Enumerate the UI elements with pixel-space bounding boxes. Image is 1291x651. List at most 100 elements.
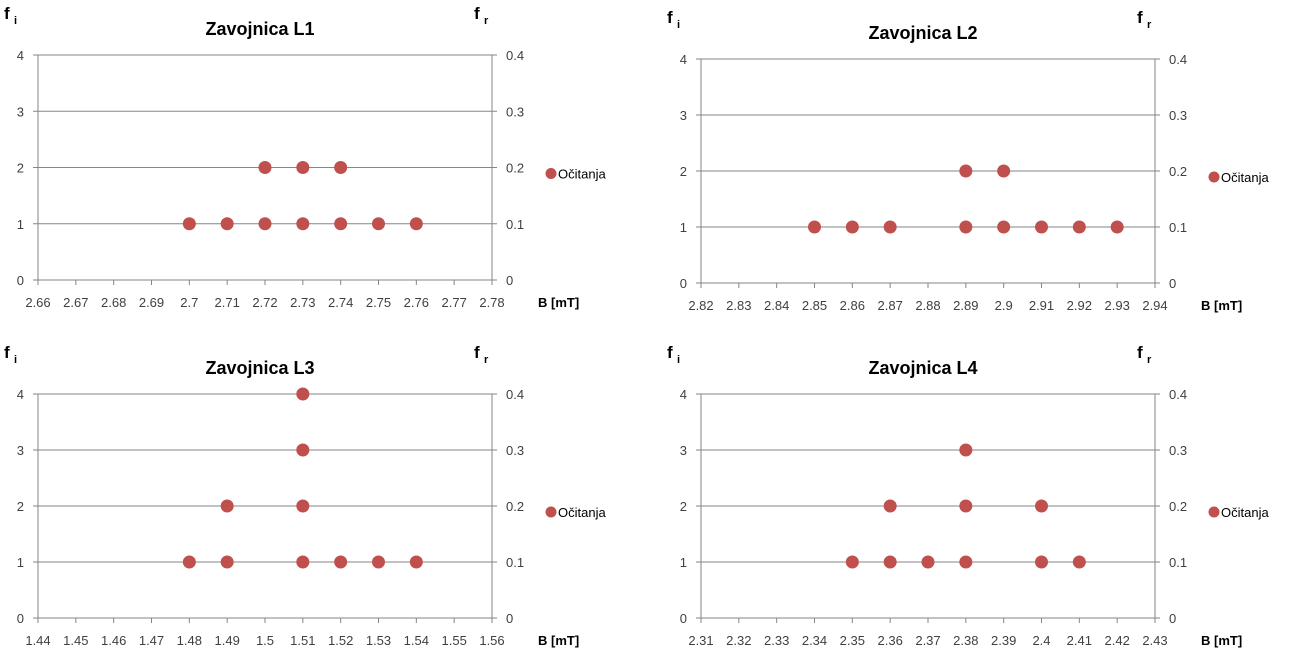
y-tick-label-right: 0.4 [1169, 52, 1187, 67]
data-point [220, 217, 234, 231]
x-tick-label: 2.32 [726, 633, 751, 648]
x-tick-label: 2.89 [953, 298, 978, 313]
data-point [845, 555, 859, 569]
data-point [296, 555, 310, 569]
y-tick-label-left: 2 [17, 161, 24, 176]
x-tick-label: 2.86 [840, 298, 865, 313]
x-tick-label: 1.53 [366, 633, 391, 648]
data-point [997, 164, 1011, 178]
data-point [1035, 220, 1048, 234]
x-tick-label: 2.74 [328, 295, 353, 310]
chart-panel-l4: 0 1 2 3 4 0 0.1 0.2 0.3 0.4 2.31 2.32 2.33 2.34 2.35 2.… [667, 343, 1269, 648]
x-tick-label: 2.83 [726, 298, 751, 313]
legend-label: Očitanja [1221, 170, 1269, 185]
x-tick-label: 1.5 [256, 633, 274, 648]
x-axis-label: B [mT] [1201, 298, 1242, 313]
y-tick-label-right: 0.1 [1169, 220, 1187, 235]
x-axis-label: B [mT] [1201, 633, 1242, 648]
y-axis-label-right: f [1137, 8, 1143, 27]
data-point [182, 217, 196, 231]
data-point [883, 499, 897, 513]
data-point [372, 555, 385, 569]
y-axis-label-right-subscript: r [1147, 19, 1152, 31]
data-point [296, 217, 310, 231]
data-point [959, 443, 973, 457]
y-tick-label-left: 1 [17, 555, 24, 570]
y-tick-label-right: 0.3 [506, 104, 524, 119]
legend-label: Očitanja [1221, 505, 1269, 520]
legend-marker [1208, 171, 1220, 183]
y-axis-label-right: f [474, 4, 480, 23]
y-tick-label-left: 0 [680, 611, 687, 626]
y-tick-label-right: 0.2 [506, 499, 524, 514]
data-point [182, 555, 196, 569]
x-tick-label: 2.34 [802, 633, 827, 648]
x-tick-label: 2.72 [252, 295, 277, 310]
data-point [296, 443, 310, 457]
x-tick-label: 2.73 [290, 295, 315, 310]
y-tick-label-left: 0 [680, 276, 687, 291]
y-tick-label-left: 4 [17, 48, 24, 63]
y-tick-label-left: 3 [17, 104, 24, 119]
data-point [409, 555, 423, 569]
data-point [1035, 499, 1048, 513]
x-tick-label: 1.47 [139, 633, 164, 648]
y-axis-label-left-subscript: i [677, 354, 680, 366]
x-tick-label: 2.39 [991, 633, 1016, 648]
x-tick-label: 2.82 [688, 298, 713, 313]
y-tick-label-right: 0.1 [506, 217, 524, 232]
data-point [372, 217, 385, 231]
x-axis-label: B [mT] [538, 295, 579, 310]
x-tick-label: 1.44 [25, 633, 50, 648]
x-tick-label: 1.55 [442, 633, 467, 648]
legend-marker [545, 506, 557, 518]
x-tick-label: 2.88 [915, 298, 940, 313]
data-point [959, 220, 973, 234]
data-point [220, 499, 234, 513]
x-tick-label: 2.9 [995, 298, 1013, 313]
data-point [258, 161, 272, 174]
data-point [883, 555, 897, 569]
legend-marker [545, 168, 557, 179]
data-point [921, 555, 935, 569]
y-tick-label-left: 0 [17, 611, 24, 626]
data-point [1072, 220, 1086, 234]
x-tick-label: 2.93 [1105, 298, 1130, 313]
y-tick-label-right: 0.4 [506, 48, 524, 63]
x-tick-label: 2.92 [1067, 298, 1092, 313]
x-tick-label: 1.54 [404, 633, 429, 648]
y-tick-label-left: 4 [680, 387, 687, 402]
x-axis-label: B [mT] [538, 633, 579, 648]
data-point [258, 217, 272, 231]
y-tick-label-left: 2 [680, 164, 687, 179]
x-tick-label: 2.67 [63, 295, 88, 310]
y-tick-label-right: 0.1 [506, 555, 524, 570]
legend-marker [1208, 506, 1220, 518]
x-tick-label: 2.87 [878, 298, 903, 313]
data-point [334, 217, 348, 231]
chart-panel-l1: 0 1 2 3 4 0 0.1 0.2 0.3 0.4 2.66 2.67 2.68 2.69 2.7 2.7… [4, 4, 606, 310]
y-tick-label-left: 3 [680, 108, 687, 123]
y-axis-label-right-subscript: r [484, 354, 489, 366]
y-tick-label-right: 0 [506, 273, 513, 288]
y-tick-label-right: 0.3 [1169, 108, 1187, 123]
x-tick-label: 2.71 [215, 295, 240, 310]
x-tick-label: 2.66 [25, 295, 50, 310]
x-tick-label: 2.31 [688, 633, 713, 648]
x-tick-label: 2.35 [840, 633, 865, 648]
x-tick-label: 1.48 [177, 633, 202, 648]
chart-panel-l3: 0 1 2 3 4 0 0.1 0.2 0.3 0.4 1.44 1.45 1.46 1.47 1.48 1.… [4, 343, 606, 648]
x-tick-label: 2.7 [180, 295, 198, 310]
data-point [1072, 555, 1086, 569]
chart-title: Zavojnica L1 [205, 19, 314, 39]
legend-label: Očitanja [558, 167, 606, 182]
x-tick-label: 1.49 [215, 633, 240, 648]
x-tick-label: 2.38 [953, 633, 978, 648]
y-tick-label-right: 0.3 [506, 443, 524, 458]
y-tick-label-right: 0.3 [1169, 443, 1187, 458]
data-point [808, 220, 821, 234]
x-tick-label: 2.75 [366, 295, 391, 310]
y-tick-label-right: 0.1 [1169, 555, 1187, 570]
x-tick-label: 2.41 [1067, 633, 1092, 648]
y-axis-label-right-subscript: r [1147, 354, 1152, 366]
